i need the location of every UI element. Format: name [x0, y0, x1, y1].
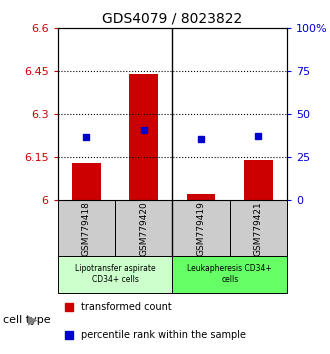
Text: Leukapheresis CD34+
cells: Leukapheresis CD34+ cells: [187, 264, 272, 284]
Text: cell type: cell type: [3, 315, 51, 325]
FancyBboxPatch shape: [58, 256, 173, 292]
Bar: [72, 163, 101, 200]
Text: percentile rank within the sample: percentile rank within the sample: [81, 330, 246, 339]
Bar: [129, 74, 158, 200]
FancyBboxPatch shape: [230, 200, 287, 256]
FancyBboxPatch shape: [173, 256, 287, 292]
Text: transformed count: transformed count: [81, 302, 172, 312]
Text: GSM779418: GSM779418: [82, 201, 91, 256]
FancyBboxPatch shape: [58, 200, 115, 256]
Text: GSM779420: GSM779420: [139, 201, 148, 256]
FancyBboxPatch shape: [173, 200, 230, 256]
Title: GDS4079 / 8023822: GDS4079 / 8023822: [102, 12, 243, 26]
Text: ▶: ▶: [28, 314, 38, 327]
Text: GSM779419: GSM779419: [197, 201, 206, 256]
Text: GSM779421: GSM779421: [254, 201, 263, 256]
FancyBboxPatch shape: [115, 200, 173, 256]
Bar: [244, 160, 273, 200]
Bar: [187, 194, 215, 200]
Text: Lipotransfer aspirate
CD34+ cells: Lipotransfer aspirate CD34+ cells: [75, 264, 155, 284]
